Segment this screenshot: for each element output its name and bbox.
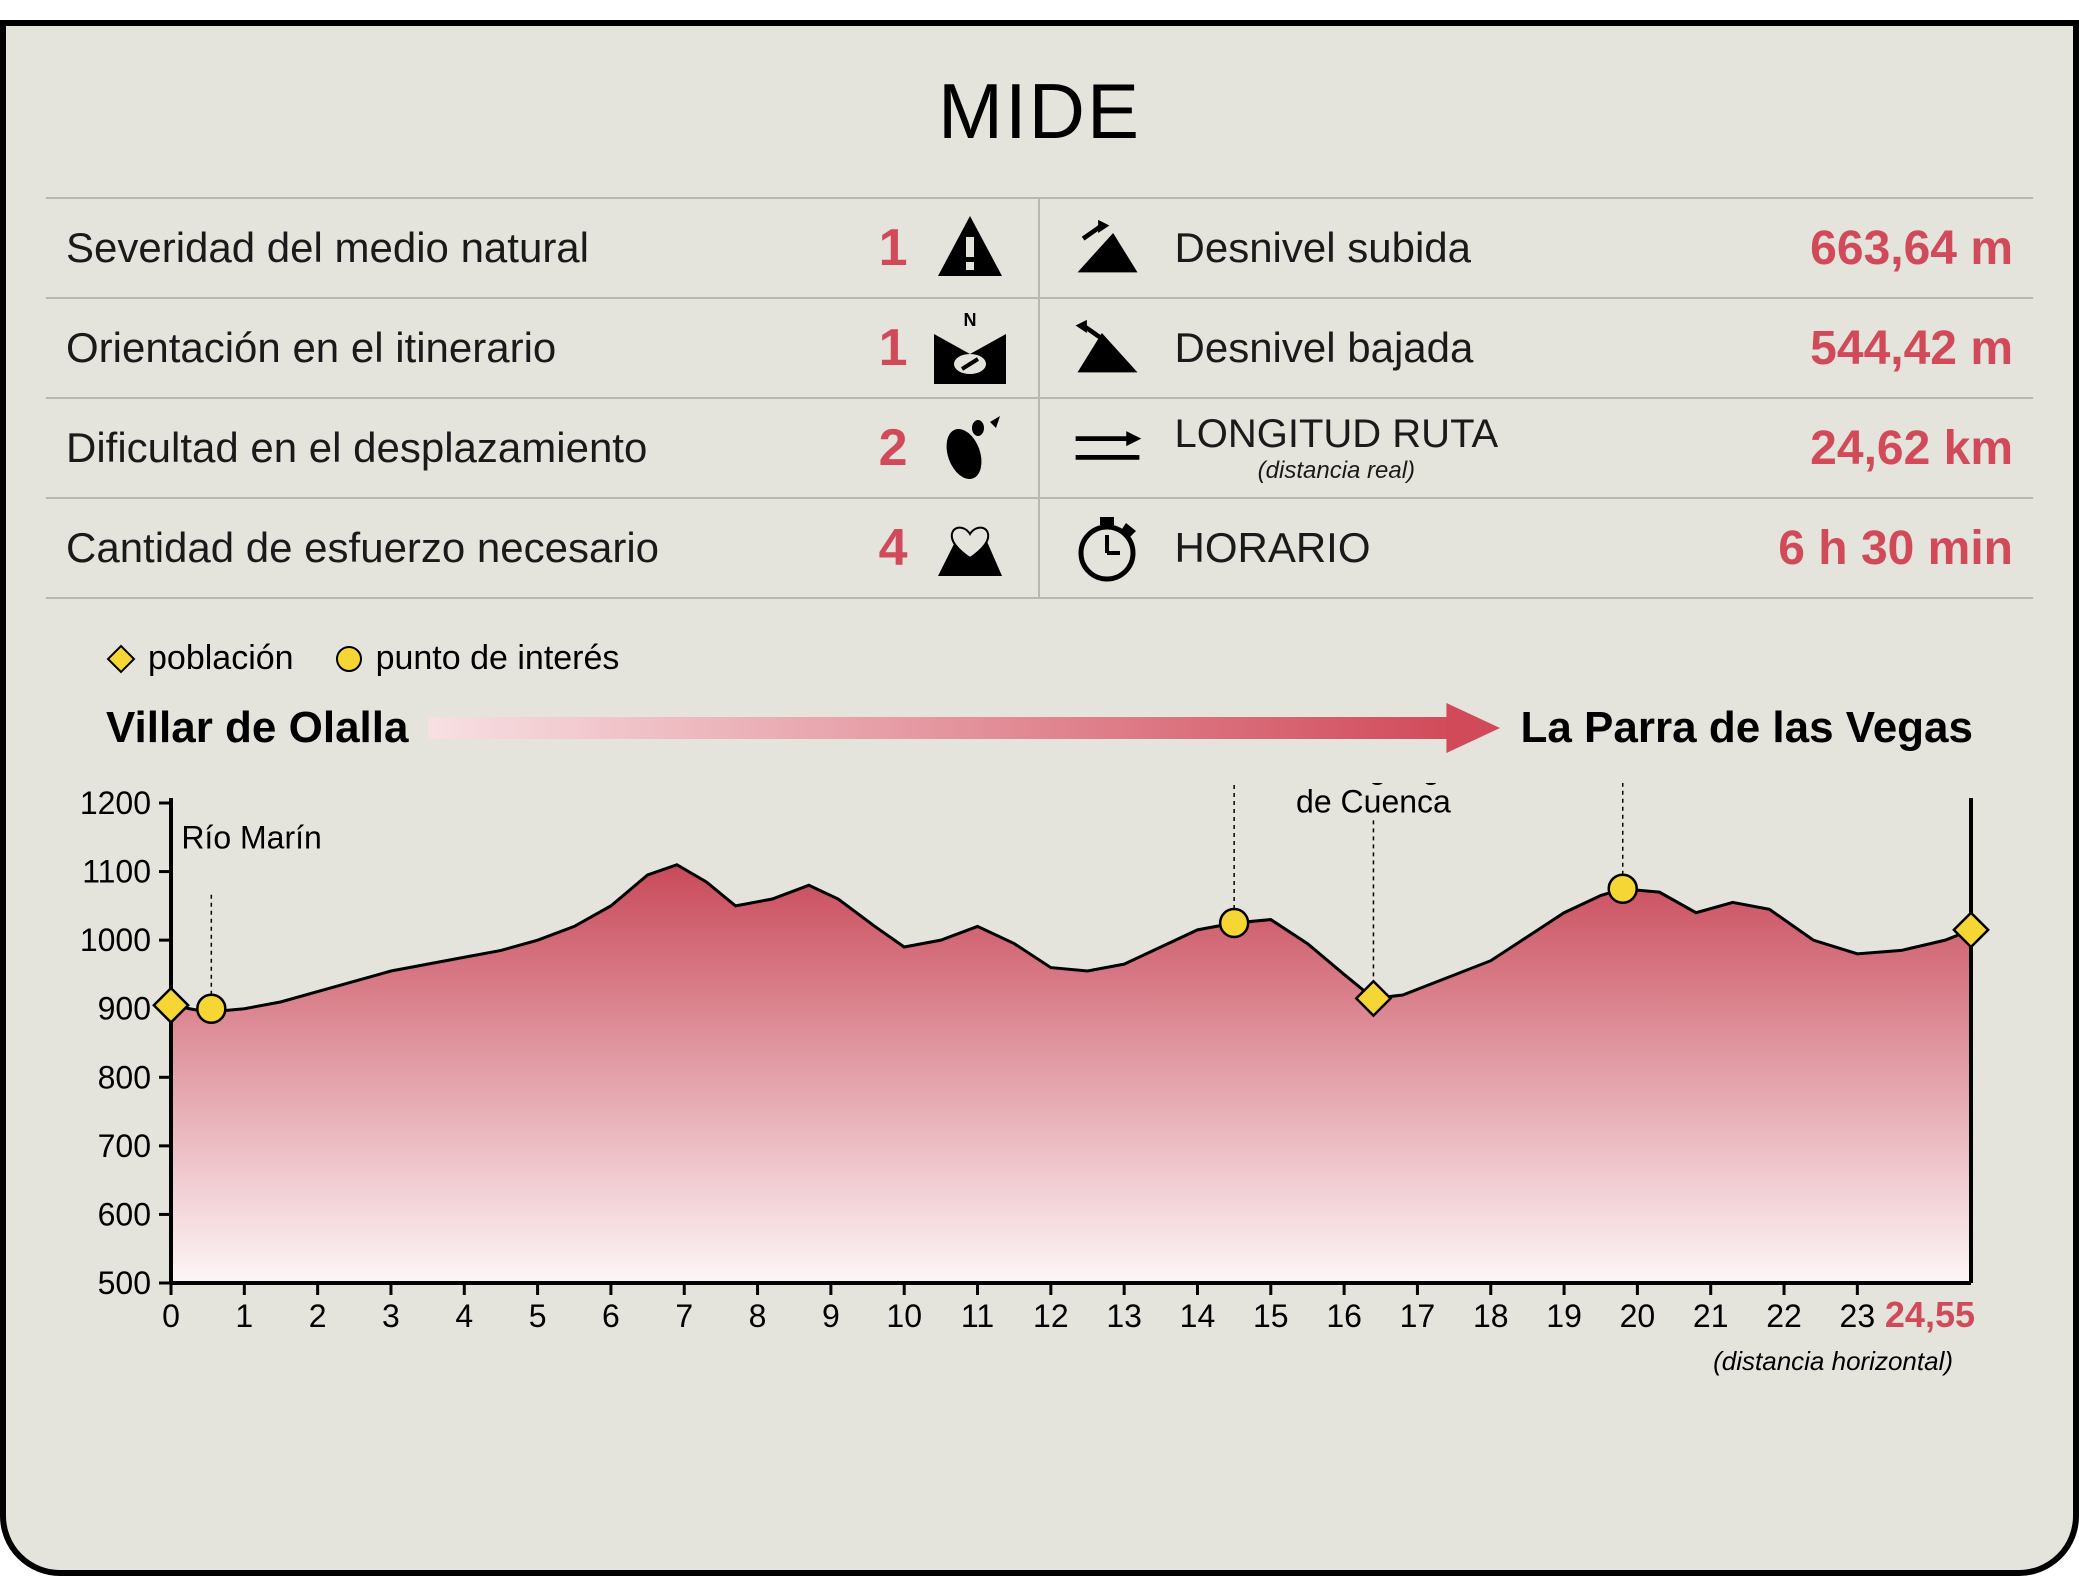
svg-text:17: 17 bbox=[1400, 1298, 1436, 1334]
mide-card: MIDE Severidad del medio natural 1 Orien… bbox=[0, 20, 2079, 1576]
svg-text:8: 8 bbox=[749, 1298, 767, 1334]
legend: población punto de interés bbox=[106, 639, 1973, 678]
svg-text:14: 14 bbox=[1180, 1298, 1216, 1334]
circle-icon bbox=[334, 644, 364, 674]
stat-value: 6 h 30 min bbox=[1778, 521, 2013, 576]
direction-from: Villar de Olalla bbox=[106, 703, 408, 753]
heart-icon bbox=[933, 511, 1008, 586]
legend-label: punto de interés bbox=[376, 639, 620, 678]
stat-row: LONGITUD RUTA (distancia real) 24,62 km bbox=[1040, 399, 2034, 499]
rating-label: Severidad del medio natural bbox=[66, 224, 589, 272]
stats-column: Desnivel subida 663,64 m Desnivel bajada… bbox=[1040, 199, 2034, 599]
stat-label: HORARIO bbox=[1175, 524, 1371, 572]
svg-text:N: N bbox=[964, 312, 977, 330]
card-title: MIDE bbox=[46, 66, 2033, 157]
stat-row: HORARIO 6 h 30 min bbox=[1040, 499, 2034, 599]
svg-text:0: 0 bbox=[162, 1298, 180, 1334]
length-icon bbox=[1070, 411, 1145, 486]
svg-text:22: 22 bbox=[1766, 1298, 1802, 1334]
stat-value: 24,62 km bbox=[1810, 421, 2013, 476]
svg-text:23: 23 bbox=[1840, 1298, 1876, 1334]
rating-value: 4 bbox=[879, 518, 908, 578]
svg-text:16: 16 bbox=[1326, 1298, 1362, 1334]
rating-row: Severidad del medio natural 1 bbox=[46, 199, 1040, 299]
rating-row: Cantidad de esfuerzo necesario 4 bbox=[46, 499, 1040, 599]
svg-text:Río Marín: Río Marín bbox=[181, 820, 321, 856]
warning-icon bbox=[933, 211, 1008, 286]
direction-to: La Parra de las Vegas bbox=[1520, 703, 1973, 753]
rating-row: Dificultad en el desplazamiento 2 bbox=[46, 399, 1040, 499]
svg-text:12: 12 bbox=[1033, 1298, 1069, 1334]
svg-text:7: 7 bbox=[675, 1298, 693, 1334]
rating-label: Dificultad en el desplazamiento bbox=[66, 424, 647, 472]
svg-text:9: 9 bbox=[822, 1298, 840, 1334]
svg-text:11: 11 bbox=[961, 1298, 994, 1334]
svg-text:6: 6 bbox=[602, 1298, 620, 1334]
rating-value: 2 bbox=[879, 418, 908, 478]
time-icon bbox=[1070, 511, 1145, 586]
rating-row: Orientación en el itinerario 1 N bbox=[46, 299, 1040, 399]
svg-text:18: 18 bbox=[1473, 1298, 1509, 1334]
svg-text:1100: 1100 bbox=[82, 854, 151, 890]
stat-label: Desnivel bajada bbox=[1175, 324, 1474, 372]
stat-label: Desnivel subida bbox=[1175, 224, 1472, 272]
rating-value: 1 bbox=[879, 318, 908, 378]
stat-value: 544,42 m bbox=[1810, 321, 2013, 376]
rating-label: Cantidad de esfuerzo necesario bbox=[66, 524, 659, 572]
legend-direction-block: población punto de interés Villar de Ola… bbox=[46, 639, 2033, 753]
svg-text:5: 5 bbox=[529, 1298, 547, 1334]
direction-arrow bbox=[428, 703, 1500, 753]
svg-text:19: 19 bbox=[1546, 1298, 1582, 1334]
stat-value: 663,64 m bbox=[1810, 221, 2013, 276]
stat-row: Desnivel bajada 544,42 m bbox=[1040, 299, 2034, 399]
svg-text:900: 900 bbox=[98, 991, 151, 1027]
svg-text:20: 20 bbox=[1620, 1298, 1656, 1334]
svg-text:4: 4 bbox=[455, 1298, 473, 1334]
svg-text:500: 500 bbox=[98, 1265, 151, 1301]
svg-text:700: 700 bbox=[98, 1128, 151, 1164]
x-axis-note: (distancia horizontal) bbox=[1713, 1346, 1953, 1377]
svg-text:de Cuenca: de Cuenca bbox=[1296, 783, 1451, 819]
footprint-icon bbox=[933, 411, 1008, 486]
legend-poblacion: población bbox=[106, 639, 294, 678]
diamond-icon bbox=[106, 644, 136, 674]
descent-icon bbox=[1070, 311, 1145, 386]
rating-value: 1 bbox=[879, 218, 908, 278]
svg-text:600: 600 bbox=[98, 1196, 151, 1232]
legend-punto-interes: punto de interés bbox=[334, 639, 620, 678]
svg-text:2: 2 bbox=[309, 1298, 327, 1334]
ratings-column: Severidad del medio natural 1 Orientació… bbox=[46, 199, 1040, 599]
ascent-icon bbox=[1070, 211, 1145, 286]
legend-label: población bbox=[148, 639, 294, 678]
stat-label: LONGITUD RUTA (distancia real) bbox=[1175, 412, 1499, 485]
svg-text:1200: 1200 bbox=[80, 785, 151, 821]
svg-text:1: 1 bbox=[235, 1298, 253, 1334]
svg-text:3: 3 bbox=[382, 1298, 400, 1334]
svg-text:10: 10 bbox=[886, 1298, 922, 1334]
stat-row: Desnivel subida 663,64 m bbox=[1040, 199, 2034, 299]
elevation-chart: 5006007008009001000110012000123456789101… bbox=[66, 783, 2013, 1343]
direction-row: Villar de Olalla La Parra de las Vegas bbox=[106, 703, 1973, 753]
info-grid: Severidad del medio natural 1 Orientació… bbox=[46, 197, 2033, 599]
elevation-chart-svg: 5006007008009001000110012000123456789101… bbox=[66, 783, 2026, 1343]
svg-text:13: 13 bbox=[1106, 1298, 1142, 1334]
compass-icon: N bbox=[933, 311, 1008, 386]
svg-text:15: 15 bbox=[1253, 1298, 1289, 1334]
rating-label: Orientación en el itinerario bbox=[66, 324, 556, 372]
svg-text:800: 800 bbox=[98, 1059, 151, 1095]
svg-text:1000: 1000 bbox=[80, 922, 151, 958]
svg-text:24,55: 24,55 bbox=[1885, 1294, 1975, 1335]
svg-text:21: 21 bbox=[1693, 1298, 1729, 1334]
